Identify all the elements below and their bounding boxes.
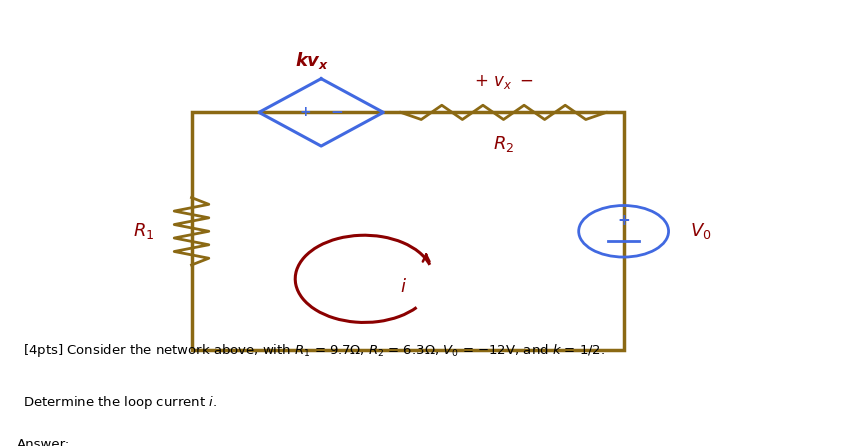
Text: [4pts] Consider the network above, with $R_1$ = 9.7$\Omega$, $R_2$ = 6.3$\Omega$: [4pts] Consider the network above, with …: [23, 342, 605, 359]
Text: Answer:: Answer:: [17, 438, 70, 446]
Text: $i$: $i$: [400, 278, 407, 296]
Text: +: +: [617, 214, 630, 228]
Bar: [75, 427, 222, 446]
Text: +: +: [300, 105, 311, 120]
Text: $R_2$: $R_2$: [492, 134, 514, 154]
Text: $V_0$: $V_0$: [690, 221, 712, 241]
Text: −: −: [330, 105, 343, 120]
Text: $+\ v_x\ -$: $+\ v_x\ -$: [474, 73, 533, 91]
Text: Determine the loop current $i$.: Determine the loop current $i$.: [23, 394, 217, 411]
Bar: [192, 112, 623, 350]
Text: $R_1$: $R_1$: [134, 221, 154, 241]
Text: $\bfit{kv}_{\bfit{x}}$: $\bfit{kv}_{\bfit{x}}$: [296, 50, 329, 71]
